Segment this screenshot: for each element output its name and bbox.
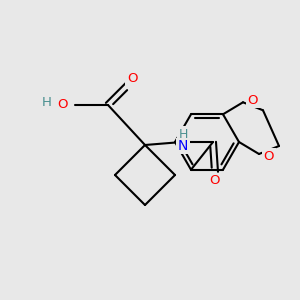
Text: O: O xyxy=(127,73,137,85)
Text: H: H xyxy=(42,97,52,110)
Text: O: O xyxy=(248,94,258,107)
Text: N: N xyxy=(178,139,188,153)
Text: H: H xyxy=(178,128,188,140)
Text: O: O xyxy=(264,149,274,163)
Text: O: O xyxy=(58,98,68,110)
Text: O: O xyxy=(210,175,220,188)
